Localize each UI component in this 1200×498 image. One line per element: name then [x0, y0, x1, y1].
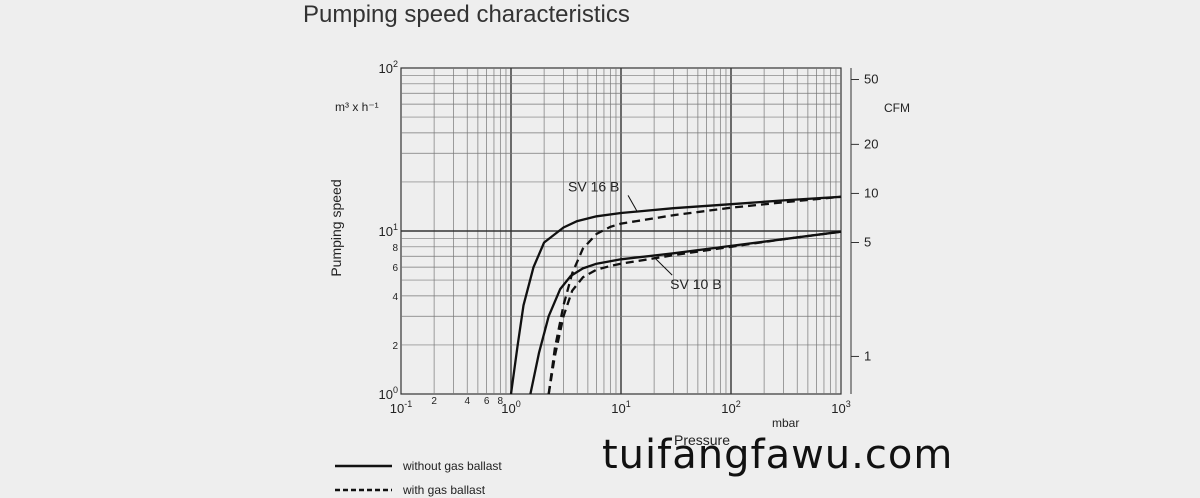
y2-tick-label: 5	[864, 235, 871, 250]
y-minor-tick-label: 4	[392, 292, 398, 303]
x-tick-label: 100	[501, 399, 520, 416]
x-tick-label: 10-1	[390, 399, 412, 416]
y-axis: 100 101 102 2 4 6 8	[379, 59, 399, 402]
series-line-sv-10-b-dashed	[547, 230, 842, 395]
annotation-leader-line	[627, 195, 638, 212]
annotations: SV 16 B SV 10 B	[568, 178, 722, 292]
y2-tick-label: 50	[864, 72, 878, 87]
series-lines	[509, 195, 842, 395]
x-tick-label: 103	[831, 399, 850, 416]
x-axis-label: Pressure	[674, 432, 730, 448]
y2-tick-label: 10	[864, 185, 878, 200]
y2-tick-label: 20	[864, 136, 878, 151]
y2-unit: CFM	[884, 101, 910, 115]
y-minor-tick-label: 8	[392, 243, 398, 254]
x-axis: 10-1 100 101 102 103 2 4 6 8	[390, 396, 851, 416]
y2-axis: 1 5 10 20 50	[850, 68, 878, 394]
y-tick-label: 100	[379, 385, 398, 402]
y-minor-tick-label: 6	[392, 263, 398, 274]
legend-label-without-gas-ballast: without gas ballast	[402, 459, 502, 473]
series-line-sv-10-b-solid	[529, 230, 842, 395]
y2-tick-label: 1	[864, 348, 871, 363]
x-minor-tick-label: 8	[498, 396, 504, 407]
x-minor-tick-label: 6	[484, 396, 490, 407]
y-tick-label: 102	[379, 59, 398, 76]
annotation-leader-line	[653, 256, 673, 276]
y-unit: m³ x h⁻¹	[335, 100, 379, 114]
watermark-text: tuifangfawu.com	[602, 432, 953, 478]
y-minor-tick-label: 2	[392, 341, 398, 352]
grid	[400, 67, 842, 395]
legend-label-with-gas-ballast: with gas ballast	[402, 483, 486, 497]
series-annotation-label: SV 16 B	[568, 178, 619, 194]
x-minor-tick-label: 4	[464, 396, 470, 407]
x-tick-label: 102	[721, 399, 740, 416]
series-line-sv-16-b-solid	[509, 195, 842, 395]
chart-title: Pumping speed characteristics	[303, 1, 630, 28]
series-line-sv-16-b-dashed	[547, 195, 842, 395]
legend: without gas ballast with gas ballast	[335, 459, 502, 497]
x-unit: mbar	[772, 416, 799, 430]
y-tick-label: 101	[379, 222, 398, 239]
series-annotation-label: SV 10 B	[670, 276, 721, 292]
y-axis-label: Pumping speed	[328, 179, 344, 276]
x-minor-tick-label: 2	[431, 396, 437, 407]
x-tick-label: 101	[611, 399, 630, 416]
